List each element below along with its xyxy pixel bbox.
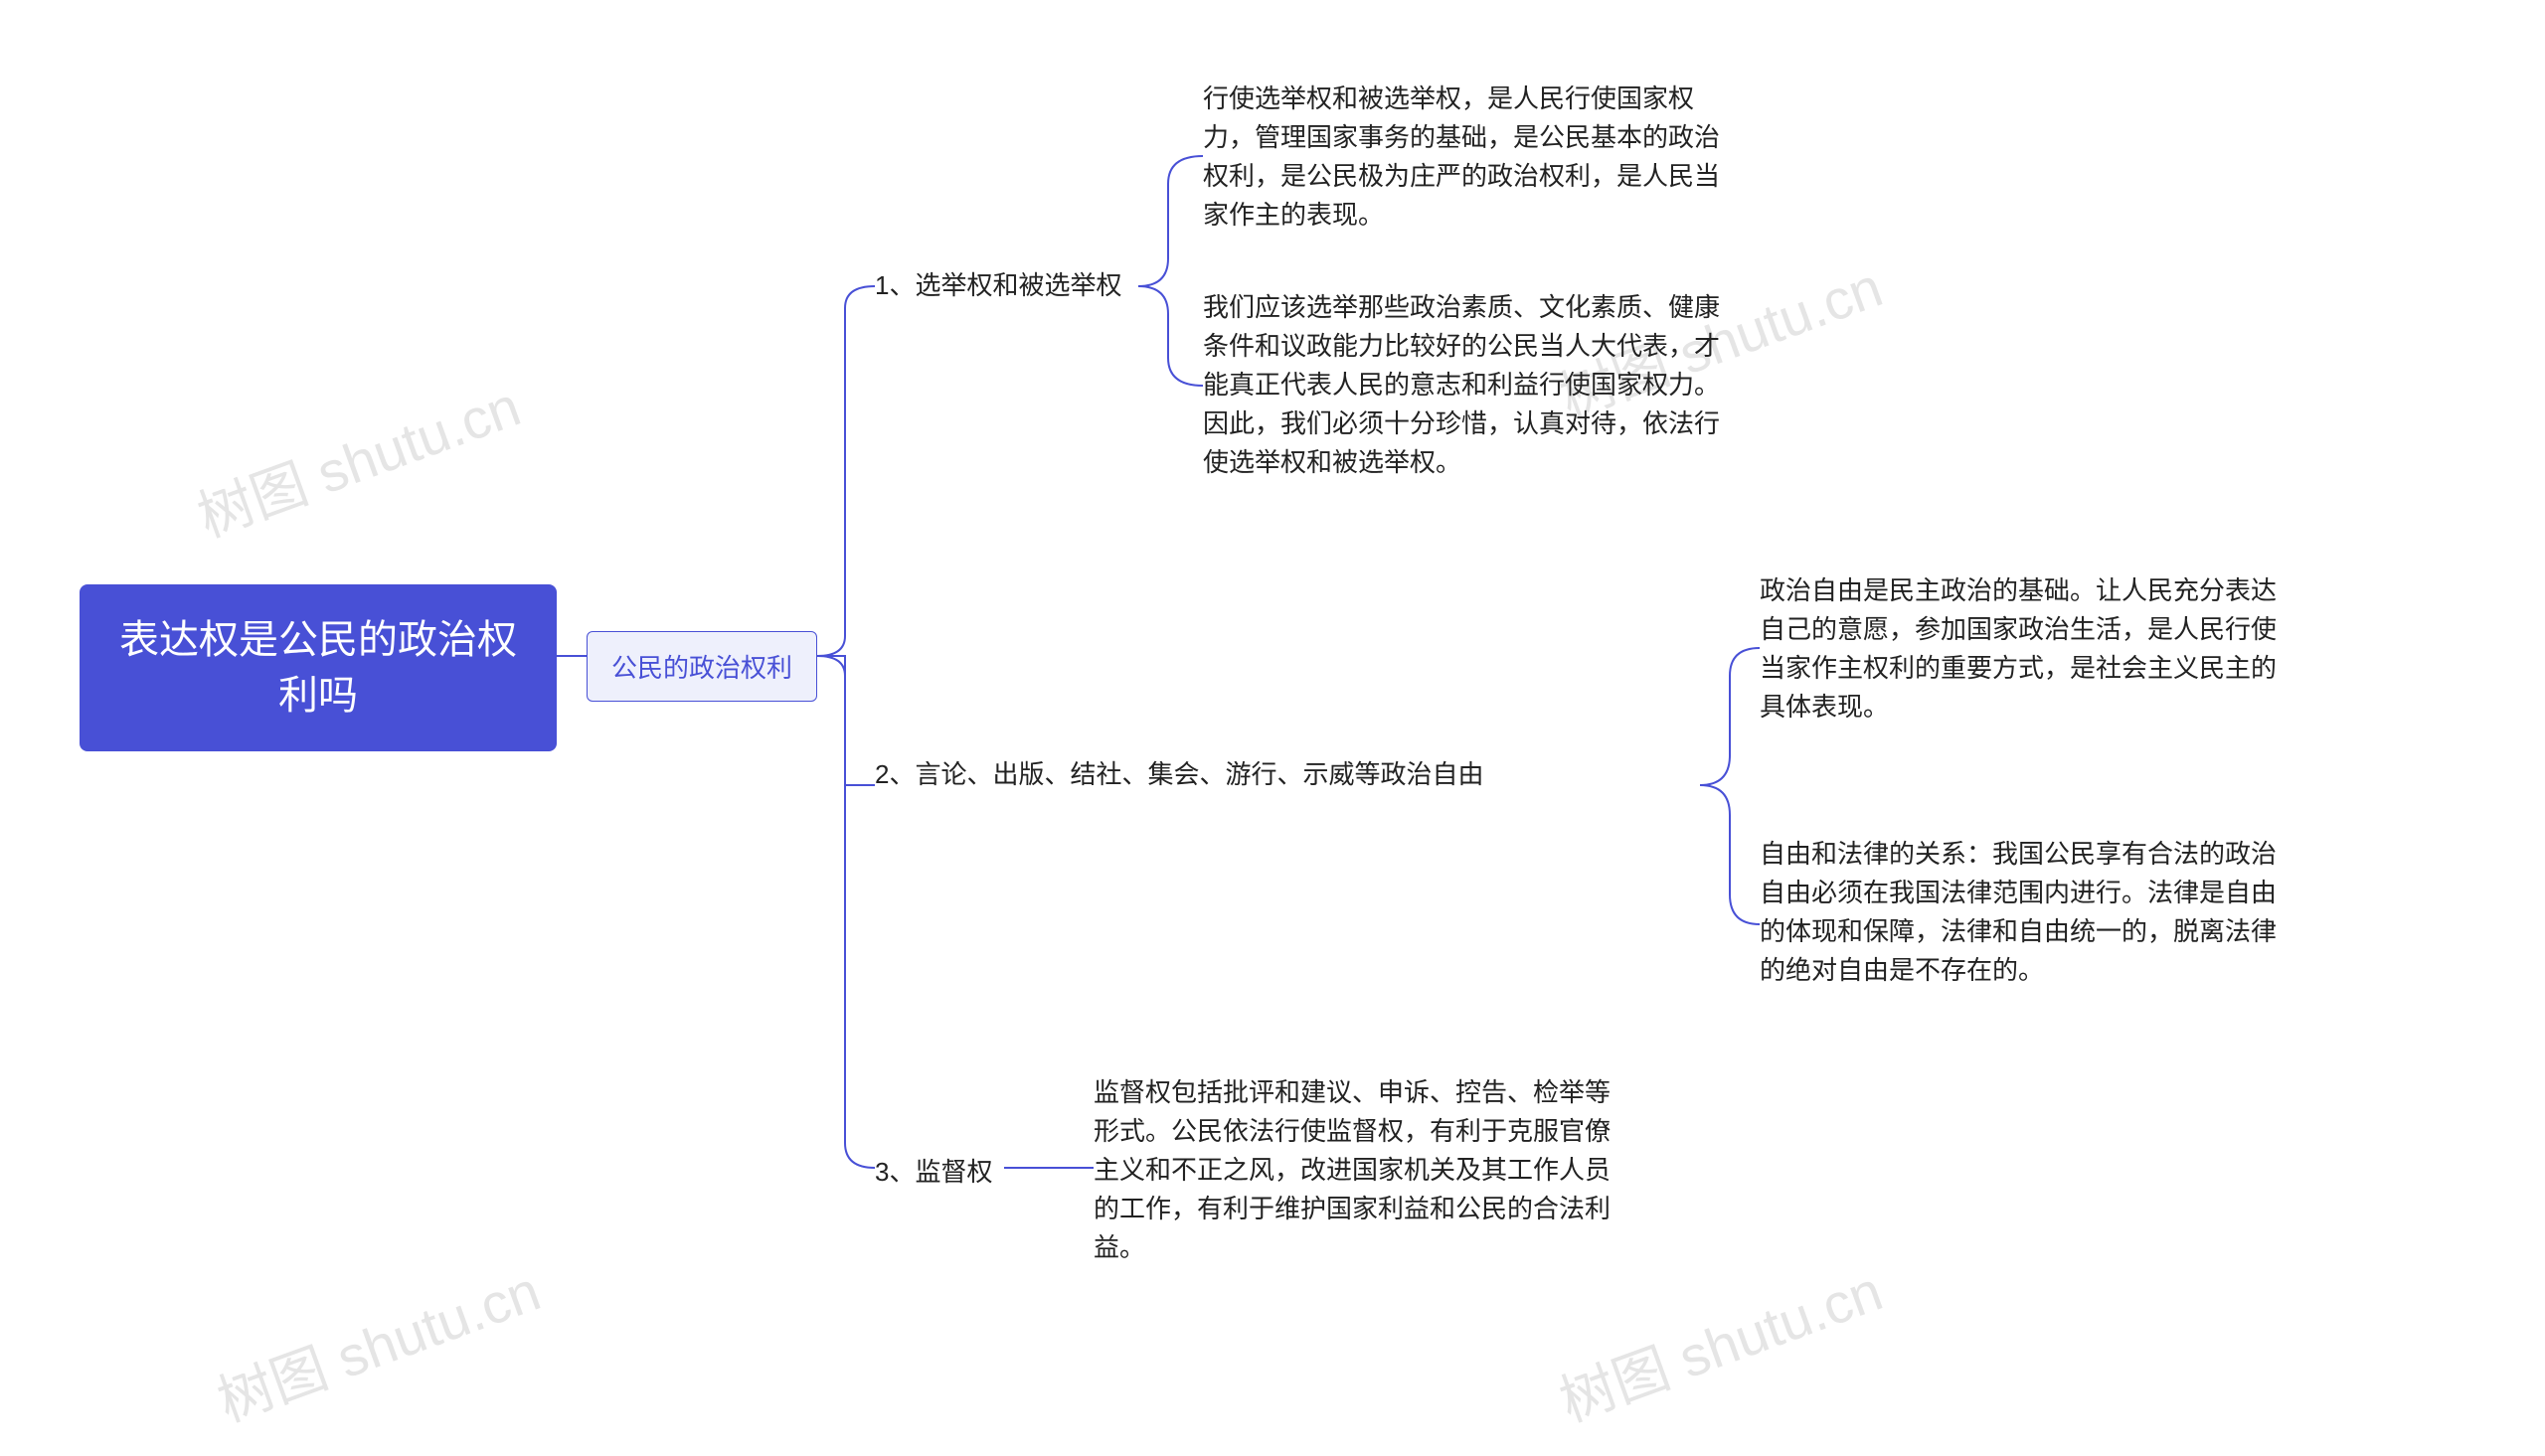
level3-node-freedom-desc-2: 自由和法律的关系：我国公民享有合法的政治自由必须在我国法律范围内进行。法律是自由… <box>1760 835 2287 990</box>
level2-node-text: 2、言论、出版、结社、集会、游行、示威等政治自由 <box>875 759 1483 789</box>
level2-node-supervision: 3、监督权 <box>875 1153 992 1192</box>
level2-node-text: 1、选举权和被选举权 <box>875 270 1121 300</box>
level2-node-voting: 1、选举权和被选举权 <box>875 266 1121 305</box>
level3-node-voting-desc-1: 行使选举权和被选举权，是人民行使国家权力，管理国家事务的基础，是公民基本的政治权… <box>1203 80 1730 235</box>
level3-node-supervision-desc: 监督权包括批评和建议、申诉、控告、检举等形式。公民依法行使监督权，有利于克服官僚… <box>1094 1073 1620 1267</box>
level1-node-political-rights: 公民的政治权利 <box>587 631 817 702</box>
level3-node-text: 监督权包括批评和建议、申诉、控告、检举等形式。公民依法行使监督权，有利于克服官僚… <box>1094 1077 1611 1262</box>
level3-node-voting-desc-2: 我们应该选举那些政治素质、文化素质、健康条件和议政能力比较好的公民当人大代表，才… <box>1203 288 1730 482</box>
level2-node-text: 3、监督权 <box>875 1157 992 1187</box>
root-node: 表达权是公民的政治权利吗 <box>80 584 557 751</box>
watermark-text: 树图 shutu.cn <box>1547 1246 1892 1437</box>
level3-node-text: 我们应该选举那些政治素质、文化素质、健康条件和议政能力比较好的公民当人大代表，才… <box>1203 292 1720 477</box>
level3-node-text: 政治自由是民主政治的基础。让人民充分表达自己的意愿，参加国家政治生活，是人民行使… <box>1760 575 2277 722</box>
watermark-text: 树图 shutu.cn <box>185 362 530 553</box>
level3-node-text: 自由和法律的关系：我国公民享有合法的政治自由必须在我国法律范围内进行。法律是自由… <box>1760 839 2277 985</box>
level1-node-text: 公民的政治权利 <box>611 653 792 683</box>
level3-node-text: 行使选举权和被选举权，是人民行使国家权力，管理国家事务的基础，是公民基本的政治权… <box>1203 83 1720 230</box>
level2-node-freedom: 2、言论、出版、结社、集会、游行、示威等政治自由 <box>875 755 1483 794</box>
watermark-text: 树图 shutu.cn <box>205 1246 550 1437</box>
level3-node-freedom-desc-1: 政治自由是民主政治的基础。让人民充分表达自己的意愿，参加国家政治生活，是人民行使… <box>1760 571 2287 727</box>
root-node-text: 表达权是公民的政治权利吗 <box>119 618 517 718</box>
